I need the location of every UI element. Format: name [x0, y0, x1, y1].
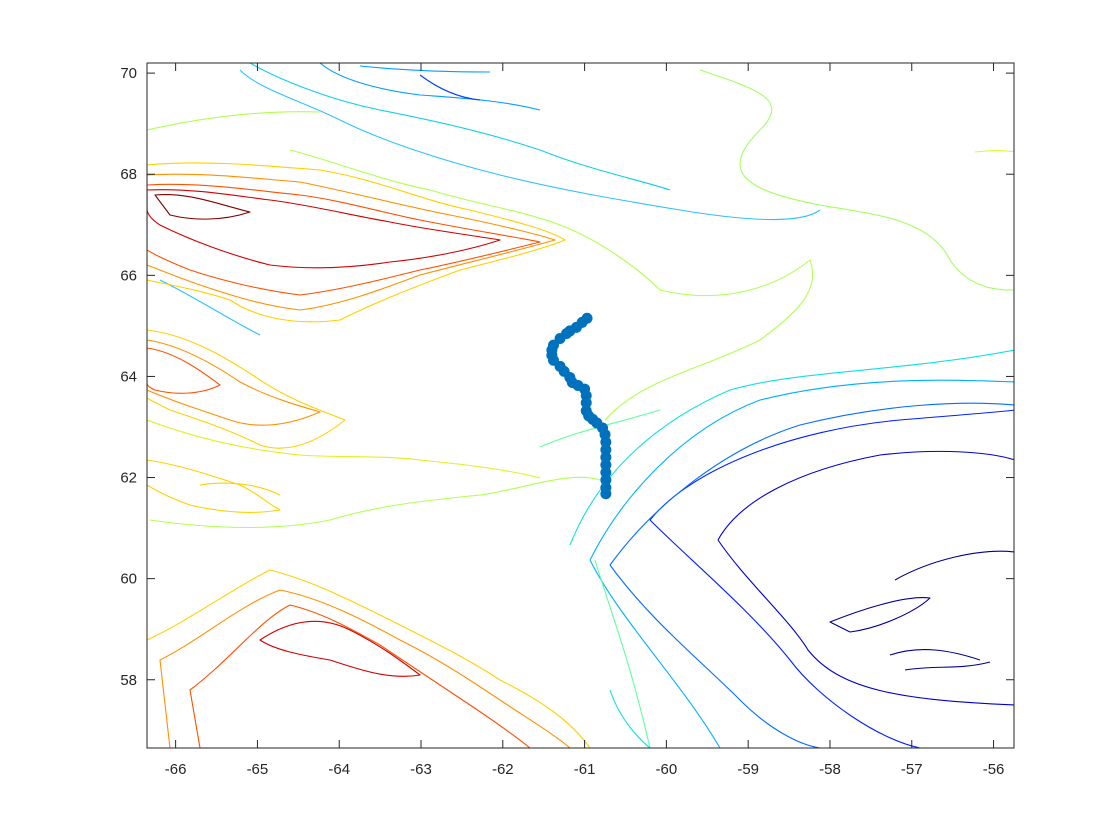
track-markers	[546, 312, 612, 500]
y-tick-label: 60	[120, 571, 137, 588]
y-tick-label: 66	[120, 267, 137, 284]
y-tick-label: 64	[120, 368, 137, 385]
x-tick-label: -61	[574, 761, 596, 778]
x-tick-label: -62	[492, 761, 514, 778]
plot-area-border	[146, 62, 1015, 749]
y-tick-label: 62	[120, 470, 137, 487]
track-point	[554, 333, 566, 345]
x-tick-label: -56	[983, 761, 1005, 778]
x-tick-label: -65	[247, 761, 269, 778]
track-point	[600, 488, 612, 500]
x-axis: -66 -65 -64 -63 -62 -61 -60 -59 -58 -57 -56	[165, 63, 1005, 778]
y-axis: 58 60 62 64 66 68 70	[120, 65, 1014, 689]
x-tick-label: -58	[819, 761, 841, 778]
y-tick-label: 58	[120, 672, 137, 689]
y-tick-label: 68	[120, 166, 137, 183]
x-tick-label: -57	[901, 761, 923, 778]
y-tick-label: 70	[120, 65, 137, 82]
x-tick-label: -64	[328, 761, 350, 778]
x-tick-label: -59	[737, 761, 759, 778]
x-tick-label: -66	[165, 761, 187, 778]
x-tick-label: -63	[410, 761, 432, 778]
x-tick-label: -60	[656, 761, 678, 778]
